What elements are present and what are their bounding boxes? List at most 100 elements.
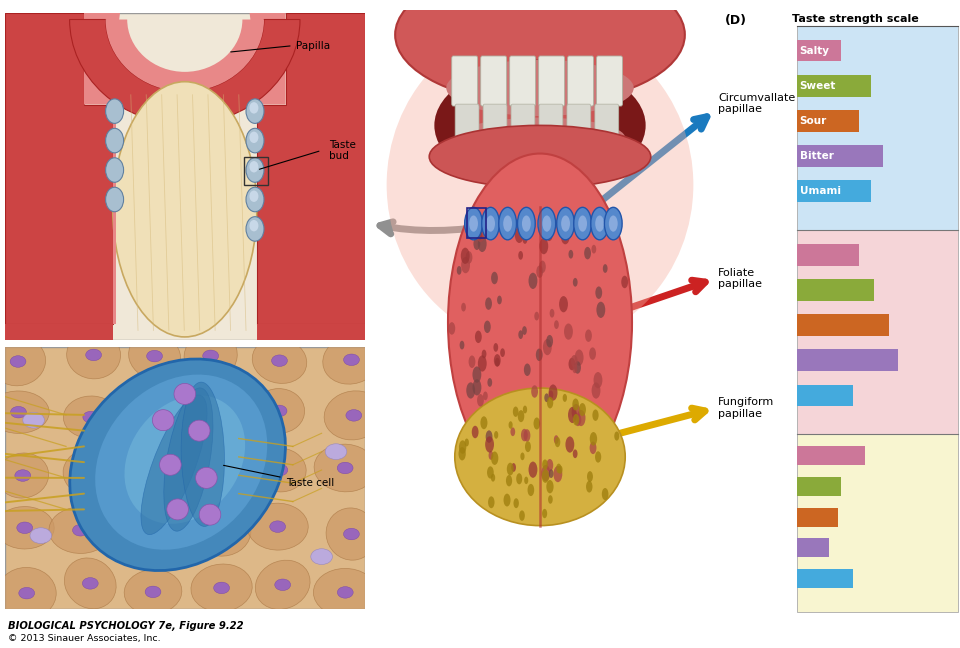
Text: Taste cell: Taste cell bbox=[224, 465, 334, 488]
Circle shape bbox=[546, 480, 554, 493]
Ellipse shape bbox=[250, 161, 258, 172]
Circle shape bbox=[491, 452, 498, 465]
Ellipse shape bbox=[64, 558, 116, 608]
Ellipse shape bbox=[106, 157, 124, 182]
Circle shape bbox=[524, 477, 528, 484]
Ellipse shape bbox=[153, 410, 174, 431]
Circle shape bbox=[586, 481, 592, 492]
Circle shape bbox=[477, 394, 484, 406]
Text: Fungiform
papillae: Fungiform papillae bbox=[718, 397, 775, 419]
Circle shape bbox=[144, 468, 159, 479]
Ellipse shape bbox=[70, 359, 285, 570]
Circle shape bbox=[476, 226, 485, 242]
Ellipse shape bbox=[185, 389, 238, 434]
FancyBboxPatch shape bbox=[797, 110, 859, 132]
Ellipse shape bbox=[247, 503, 308, 550]
FancyBboxPatch shape bbox=[452, 56, 478, 106]
Circle shape bbox=[325, 444, 347, 459]
Circle shape bbox=[559, 296, 568, 312]
Circle shape bbox=[542, 215, 551, 232]
Circle shape bbox=[84, 466, 100, 477]
Circle shape bbox=[577, 410, 586, 426]
Circle shape bbox=[537, 266, 543, 278]
Circle shape bbox=[482, 207, 499, 240]
Circle shape bbox=[311, 549, 332, 564]
Circle shape bbox=[529, 461, 538, 478]
Ellipse shape bbox=[119, 450, 183, 496]
Circle shape bbox=[204, 469, 219, 481]
Circle shape bbox=[572, 399, 579, 411]
Circle shape bbox=[478, 231, 483, 240]
Text: Papilla: Papilla bbox=[297, 41, 330, 51]
Text: (A): (A) bbox=[8, 14, 29, 27]
Circle shape bbox=[589, 432, 597, 446]
FancyBboxPatch shape bbox=[797, 180, 871, 202]
Ellipse shape bbox=[113, 82, 257, 337]
Circle shape bbox=[344, 528, 359, 540]
Ellipse shape bbox=[0, 453, 49, 498]
Text: (D): (D) bbox=[725, 14, 747, 27]
Circle shape bbox=[493, 354, 501, 367]
Ellipse shape bbox=[250, 191, 258, 202]
Circle shape bbox=[568, 407, 577, 423]
Circle shape bbox=[478, 236, 487, 252]
Circle shape bbox=[522, 235, 527, 244]
Circle shape bbox=[143, 523, 158, 535]
FancyBboxPatch shape bbox=[539, 104, 563, 141]
Ellipse shape bbox=[250, 220, 258, 231]
Circle shape bbox=[489, 451, 493, 460]
Polygon shape bbox=[113, 104, 116, 324]
Circle shape bbox=[19, 587, 35, 599]
Circle shape bbox=[571, 404, 581, 420]
Ellipse shape bbox=[195, 509, 251, 556]
Ellipse shape bbox=[63, 396, 118, 438]
Circle shape bbox=[538, 207, 556, 240]
Text: (C): (C) bbox=[403, 14, 424, 27]
Ellipse shape bbox=[326, 508, 376, 560]
Circle shape bbox=[73, 524, 88, 536]
FancyBboxPatch shape bbox=[5, 13, 365, 340]
Text: Basal cell: Basal cell bbox=[34, 348, 84, 358]
Circle shape bbox=[541, 465, 550, 481]
Circle shape bbox=[485, 436, 494, 452]
Ellipse shape bbox=[0, 391, 49, 434]
Wedge shape bbox=[69, 19, 300, 124]
Ellipse shape bbox=[129, 333, 180, 379]
Ellipse shape bbox=[448, 154, 632, 491]
Polygon shape bbox=[256, 13, 365, 324]
FancyBboxPatch shape bbox=[567, 104, 590, 141]
Ellipse shape bbox=[246, 216, 264, 241]
Circle shape bbox=[574, 361, 581, 374]
Ellipse shape bbox=[246, 128, 264, 153]
FancyBboxPatch shape bbox=[797, 349, 898, 371]
Circle shape bbox=[563, 394, 567, 402]
Circle shape bbox=[575, 349, 584, 365]
Circle shape bbox=[517, 207, 536, 240]
Circle shape bbox=[568, 250, 573, 259]
Circle shape bbox=[523, 406, 527, 413]
Circle shape bbox=[561, 228, 569, 244]
Circle shape bbox=[469, 215, 478, 232]
Circle shape bbox=[482, 350, 487, 358]
FancyBboxPatch shape bbox=[797, 26, 958, 230]
Circle shape bbox=[525, 441, 531, 452]
Circle shape bbox=[488, 496, 494, 508]
Circle shape bbox=[272, 355, 287, 367]
Circle shape bbox=[556, 463, 562, 473]
Ellipse shape bbox=[246, 157, 264, 182]
Circle shape bbox=[521, 429, 528, 441]
Ellipse shape bbox=[182, 450, 240, 499]
Circle shape bbox=[480, 416, 488, 429]
FancyBboxPatch shape bbox=[797, 434, 958, 612]
Circle shape bbox=[499, 207, 516, 240]
Circle shape bbox=[541, 469, 549, 483]
Circle shape bbox=[554, 466, 563, 482]
Text: Sweet: Sweet bbox=[800, 81, 836, 91]
FancyBboxPatch shape bbox=[797, 279, 874, 301]
FancyBboxPatch shape bbox=[797, 569, 853, 588]
Circle shape bbox=[591, 217, 598, 229]
Circle shape bbox=[555, 437, 561, 447]
Text: Umami: Umami bbox=[800, 187, 841, 196]
Circle shape bbox=[529, 273, 538, 289]
Text: Taste strength scale: Taste strength scale bbox=[792, 14, 919, 24]
